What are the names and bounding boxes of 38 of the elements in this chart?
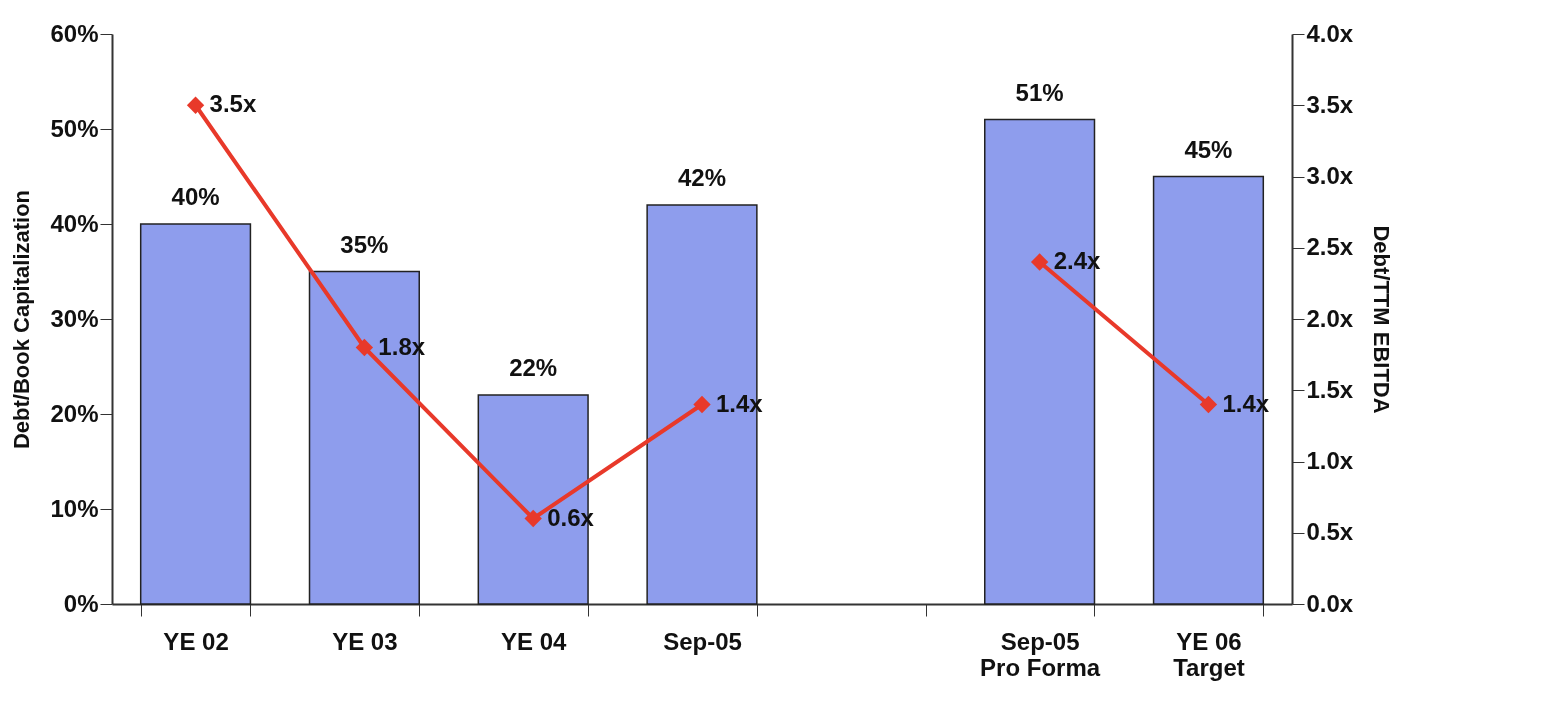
bar <box>139 223 252 605</box>
data-label: 22% <box>509 354 558 381</box>
y2-axis-title: Debt/TTM EBITDA <box>1369 225 1395 414</box>
y-tick-label: 10% <box>50 494 99 522</box>
x-tick-label: YE 02 <box>163 627 229 655</box>
y-tick-label: 60% <box>50 19 99 47</box>
y-tick-label: 40% <box>50 209 99 237</box>
x-tick-label: Sep-05 Pro Forma <box>980 627 1101 681</box>
y2-tick-label: 1.0x <box>1306 447 1354 474</box>
data-label: 51% <box>1015 78 1064 106</box>
y-tick-label: 20% <box>50 399 99 427</box>
x-tick-label: YE 03 <box>332 627 398 655</box>
y2-tick-label: 2.5x <box>1306 233 1354 261</box>
y2-tick-label: 0.0x <box>1306 589 1354 617</box>
point <box>524 509 542 528</box>
data-label: 3.5x <box>209 90 257 118</box>
data-label: 45% <box>1184 135 1233 163</box>
point <box>693 395 711 414</box>
y2-tick-label: 1.5x <box>1306 375 1354 403</box>
point <box>1199 395 1218 414</box>
point <box>186 96 205 114</box>
y-tick-label: 30% <box>50 304 99 332</box>
x-tick-label: Sep-05 <box>663 627 742 655</box>
y2-tick-label: 3.5x <box>1306 90 1354 118</box>
data-label: 40% <box>171 183 220 210</box>
y-axis-title: Debt/Book Capitalization <box>9 189 35 450</box>
data-label: 35% <box>340 230 389 258</box>
data-label: 42% <box>677 164 727 191</box>
y2-tick-label: 4.0x <box>1306 19 1354 47</box>
x-tick-label: YE 06 Target <box>1173 627 1245 681</box>
y-tick-label: 0% <box>63 589 99 617</box>
y-tick-label: 50% <box>50 114 99 142</box>
y2-tick-label: 0.5x <box>1306 518 1354 546</box>
point <box>355 338 374 357</box>
y2-tick-label: 2.0x <box>1306 304 1354 332</box>
point <box>1030 253 1049 271</box>
x-tick-label: YE 04 <box>500 627 568 655</box>
y2-tick-label: 3.0x <box>1306 162 1354 189</box>
